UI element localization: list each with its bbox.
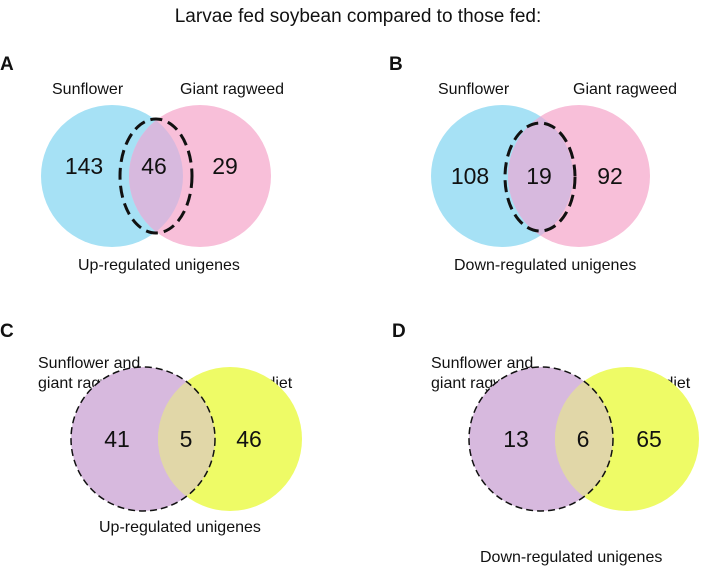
set-label-combined-line1: Sunflower and: [431, 355, 533, 372]
panel-a: A Sunflower Giant ragweed 143 46 29 Up-r…: [0, 54, 284, 274]
panel-c: C Sunflower and giant ragweed Artificial…: [0, 321, 302, 536]
panel-letter: B: [389, 54, 403, 75]
panel-b: B Sunflower Giant ragweed 108 19 92 Down…: [389, 54, 677, 274]
set-label-giant-ragweed: Giant ragweed: [180, 81, 284, 98]
count-giant-ragweed-only: 29: [212, 153, 238, 179]
panel-caption: Down-regulated unigenes: [480, 549, 662, 566]
count-giant-ragweed-only: 92: [597, 163, 623, 189]
panel-letter: A: [0, 54, 14, 75]
set-label-sunflower: Sunflower: [438, 81, 510, 98]
panel-caption: Up-regulated unigenes: [78, 257, 240, 274]
overlap-region: [129, 105, 183, 247]
panel-caption: Down-regulated unigenes: [454, 257, 636, 274]
panel-letter: C: [0, 321, 14, 342]
count-overlap: 6: [577, 426, 590, 452]
count-combined-only: 13: [503, 426, 529, 452]
overlap-region: [158, 367, 215, 511]
count-sunflower-only: 108: [451, 163, 489, 189]
overlap-region: [555, 367, 613, 511]
count-overlap: 5: [180, 426, 193, 452]
overlap-dashed-outline: [503, 121, 577, 233]
count-artificial-diet-only: 65: [636, 426, 662, 452]
panel-caption: Up-regulated unigenes: [99, 519, 261, 536]
set-label-combined-line1: Sunflower and: [38, 355, 140, 372]
count-sunflower-only: 143: [65, 153, 103, 179]
set-label-giant-ragweed: Giant ragweed: [573, 81, 677, 98]
set-label-sunflower: Sunflower: [52, 81, 124, 98]
count-overlap: 19: [526, 163, 552, 189]
combined-dashed-outline: [468, 366, 614, 512]
panel-letter: D: [392, 321, 406, 342]
count-artificial-diet-only: 46: [236, 426, 262, 452]
count-combined-only: 41: [104, 426, 130, 452]
count-overlap: 46: [141, 153, 167, 179]
panel-d: D Sunflower and giant ragweed Artificial…: [392, 321, 699, 566]
overlap-dashed-outline: [118, 117, 194, 235]
overlap-region: [508, 105, 573, 247]
figure-title: Larvae fed soybean compared to those fed…: [175, 6, 542, 27]
combined-dashed-outline: [70, 366, 216, 512]
